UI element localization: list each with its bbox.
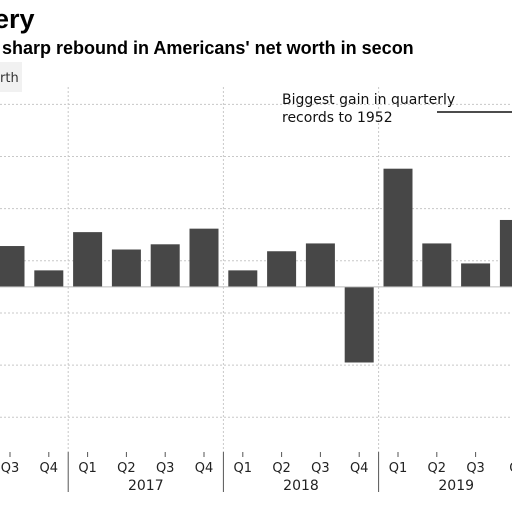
year-label: 2017: [128, 478, 164, 494]
x-tick-label: Q3: [156, 461, 175, 476]
legend: rth: [0, 62, 22, 92]
bar: [228, 270, 258, 287]
x-tick-label: Q2: [117, 461, 136, 476]
x-tick-label: Q1: [234, 461, 253, 476]
bars: [0, 168, 512, 363]
bar: [0, 246, 25, 287]
bar: [73, 232, 103, 287]
x-tick-label: Q3: [1, 461, 20, 476]
year-label: 2018: [283, 478, 319, 494]
chart-title: ery: [0, 4, 35, 34]
x-tick-label: Q3: [466, 461, 485, 476]
x-tick-label: Q4: [40, 461, 59, 476]
bar: [305, 243, 335, 287]
x-tick-label: Q1: [389, 461, 408, 476]
annotation: Biggest gain in quarterly records to 195…: [282, 92, 512, 126]
x-tick-label: Q1: [78, 461, 97, 476]
annotation-line-2: records to 1952: [282, 110, 393, 126]
year-label: 2019: [438, 478, 474, 494]
x-tick-label: Q2: [272, 461, 291, 476]
bar: [189, 228, 219, 287]
x-tick-label: Q4: [195, 461, 214, 476]
bar: [461, 263, 491, 287]
bar: [344, 286, 374, 363]
legend-label: rth: [0, 71, 19, 86]
bar: [422, 243, 452, 287]
legend-box: [0, 62, 22, 92]
bar: [383, 168, 413, 287]
x-axis: Q3 Q4 Q1 Q2 Q3 Q4 Q1 Q2 Q3 Q4 Q1 Q2 Q3 Q 2017 2018 2019: [1, 452, 512, 494]
bar: [150, 244, 180, 287]
chart-subtitle: sharp rebound in Americans' net worth in…: [2, 38, 414, 58]
x-tick-label: Q2: [428, 461, 447, 476]
x-tick-label: Q4: [350, 461, 369, 476]
bar: [499, 219, 512, 287]
x-tick-label: Q: [509, 461, 512, 476]
bar: [34, 270, 64, 287]
annotation-line-1: Biggest gain in quarterly: [282, 92, 455, 108]
x-tick-label: Q3: [311, 461, 330, 476]
bar: [267, 251, 297, 287]
bar: [111, 249, 141, 287]
